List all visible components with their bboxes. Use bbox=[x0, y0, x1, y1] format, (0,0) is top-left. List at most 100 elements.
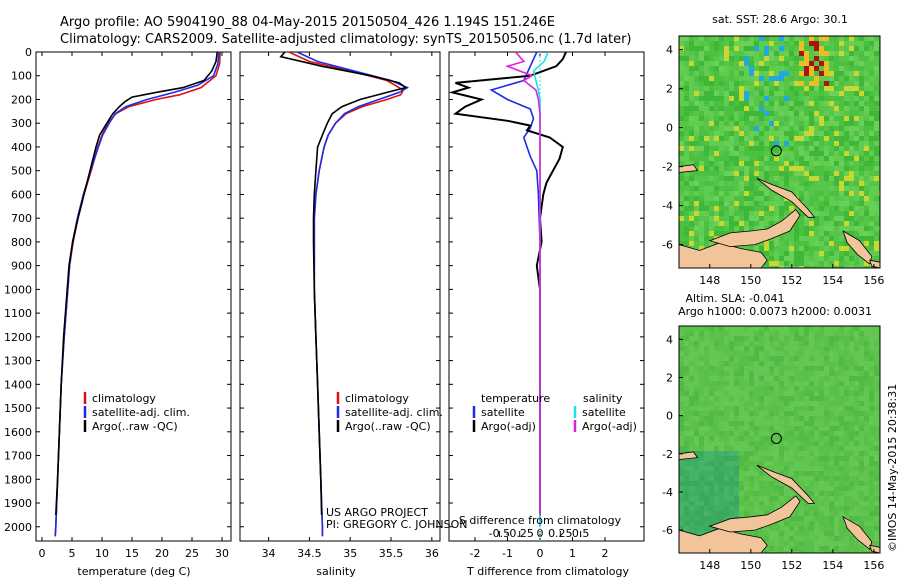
map-cell bbox=[679, 241, 684, 246]
map-cell bbox=[694, 436, 699, 441]
map-cell bbox=[789, 256, 794, 261]
map-cell bbox=[859, 206, 864, 211]
map-cell bbox=[789, 351, 794, 356]
map-cell bbox=[764, 226, 769, 231]
map-cell bbox=[819, 126, 824, 131]
map-cell bbox=[774, 96, 779, 101]
map-cell bbox=[824, 251, 829, 256]
map-cell bbox=[789, 56, 794, 61]
map-cell bbox=[694, 201, 699, 206]
map-cell bbox=[814, 426, 819, 431]
map-cell bbox=[809, 61, 814, 66]
map-cell bbox=[819, 466, 824, 471]
map-cell bbox=[789, 131, 794, 136]
map-cell bbox=[679, 151, 684, 156]
map-cell bbox=[874, 196, 879, 201]
map-cell bbox=[809, 196, 814, 201]
map-cell bbox=[704, 411, 709, 416]
map-cell bbox=[874, 386, 879, 391]
map-cell bbox=[794, 491, 799, 496]
map-cell bbox=[709, 391, 714, 396]
map-cell bbox=[839, 151, 844, 156]
map-cell bbox=[749, 61, 754, 66]
map-cell bbox=[874, 66, 879, 71]
map-cell bbox=[734, 176, 739, 181]
land-polygon bbox=[679, 527, 768, 553]
map-cell bbox=[859, 131, 864, 136]
map-cell bbox=[744, 386, 749, 391]
map-cell bbox=[744, 361, 749, 366]
map-cell bbox=[774, 61, 779, 66]
map-cell bbox=[844, 421, 849, 426]
map-cell bbox=[679, 506, 684, 511]
map-cell bbox=[874, 151, 879, 156]
map-cell bbox=[829, 56, 834, 61]
map-cell bbox=[824, 446, 829, 451]
map-cell bbox=[804, 541, 809, 546]
map-cell bbox=[719, 341, 724, 346]
map-cell bbox=[679, 446, 684, 451]
map-cell bbox=[829, 101, 834, 106]
map-cell bbox=[734, 451, 739, 456]
map-cell bbox=[689, 226, 694, 231]
x-tick-label: -2 bbox=[470, 547, 481, 560]
map-cell bbox=[834, 506, 839, 511]
map-cell bbox=[869, 536, 874, 541]
map-cell bbox=[854, 346, 859, 351]
map-cell bbox=[779, 431, 784, 436]
lon-tick-label: 152 bbox=[781, 559, 802, 572]
map-cell bbox=[794, 101, 799, 106]
map-cell bbox=[839, 461, 844, 466]
map-cell bbox=[839, 331, 844, 336]
map-cell bbox=[799, 371, 804, 376]
map-cell bbox=[814, 361, 819, 366]
map-cell bbox=[739, 211, 744, 216]
map-cell bbox=[684, 191, 689, 196]
map-cell bbox=[734, 446, 739, 451]
map-cell bbox=[864, 81, 869, 86]
map-cell bbox=[734, 396, 739, 401]
map-cell bbox=[859, 196, 864, 201]
map-cell bbox=[744, 356, 749, 361]
map-cell bbox=[744, 61, 749, 66]
map-cell bbox=[784, 426, 789, 431]
map-cell bbox=[699, 101, 704, 106]
map-cell bbox=[799, 136, 804, 141]
map-cell bbox=[829, 226, 834, 231]
map-cell bbox=[854, 461, 859, 466]
map-cell bbox=[759, 171, 764, 176]
map-cell bbox=[809, 226, 814, 231]
map-cell bbox=[709, 176, 714, 181]
map-cell bbox=[749, 496, 754, 501]
map-cell bbox=[689, 231, 694, 236]
map-cell bbox=[774, 131, 779, 136]
map-cell bbox=[839, 91, 844, 96]
map-cell bbox=[869, 521, 874, 526]
map-cell bbox=[714, 341, 719, 346]
diff-t-xlabel: T difference from climatology bbox=[466, 565, 629, 578]
map-cell bbox=[689, 181, 694, 186]
map-cell bbox=[759, 386, 764, 391]
map-cell bbox=[739, 71, 744, 76]
map-cell bbox=[714, 121, 719, 126]
map-cell bbox=[759, 531, 764, 536]
map-cell bbox=[864, 36, 869, 41]
map-cell bbox=[704, 136, 709, 141]
map-cell bbox=[854, 201, 859, 206]
map-cell bbox=[854, 261, 859, 266]
map-cell bbox=[744, 96, 749, 101]
map-cell bbox=[739, 326, 744, 331]
map-cell bbox=[744, 121, 749, 126]
map-cell bbox=[709, 496, 714, 501]
map-cell bbox=[759, 56, 764, 61]
map-cell bbox=[714, 156, 719, 161]
map-cell bbox=[819, 451, 824, 456]
map-cell bbox=[834, 266, 839, 268]
map-cell bbox=[804, 46, 809, 51]
map-cell bbox=[699, 406, 704, 411]
map-cell bbox=[714, 66, 719, 71]
map-cell bbox=[694, 501, 699, 506]
map-cell bbox=[789, 41, 794, 46]
map-cell bbox=[769, 221, 774, 226]
map-cell bbox=[734, 356, 739, 361]
